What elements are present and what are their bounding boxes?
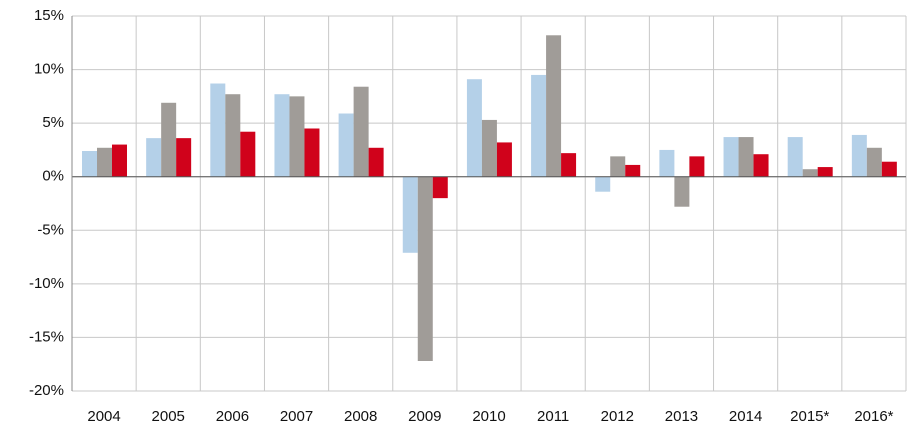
bar [723,137,739,177]
x-tick-label: 2015* [790,408,829,425]
x-tick-label: 2011 [537,408,569,425]
bar [802,169,818,177]
bar [881,161,897,177]
bar [466,79,482,177]
bar [866,147,882,177]
y-tick-label: -10% [29,275,64,292]
bar [496,142,512,177]
x-tick-label: 2008 [344,408,377,425]
bar [851,134,867,177]
bar [546,35,562,177]
x-tick-label: 2007 [280,408,313,425]
bar [417,176,433,361]
y-tick-label: 0% [42,168,64,185]
bar [689,156,705,177]
x-tick-label: 2014 [729,408,762,425]
bar [161,102,177,177]
bar [531,74,547,177]
bar [274,94,290,177]
x-tick-label: 2013 [665,408,698,425]
bar [625,164,641,177]
bar [304,128,320,177]
bar [210,83,226,177]
bar [176,138,192,177]
bar [82,151,97,177]
x-tick-label: 2009 [408,408,441,425]
bar [225,94,241,177]
bar [97,147,112,177]
y-tick-label: 15% [34,7,64,24]
bar [481,119,497,177]
bar [753,154,769,177]
bar [787,137,803,177]
bar [402,176,418,253]
y-tick-label: -15% [29,328,64,345]
bar [289,96,305,177]
y-tick-label: -20% [29,382,64,399]
bar [659,149,675,177]
bar [353,86,369,177]
x-tick-label: 2006 [216,408,249,425]
bar [432,176,448,199]
bar [561,153,577,177]
bar [817,167,833,177]
y-tick-label: 10% [34,61,64,78]
x-tick-label: 2010 [472,408,505,425]
x-tick-label: 2016* [854,408,893,425]
bar [610,156,626,177]
bar [112,144,127,177]
bar [146,138,162,177]
bar [738,137,754,177]
y-tick-label: 5% [42,114,64,131]
bar [595,176,611,192]
bar [674,176,690,207]
x-tick-label: 2012 [601,408,634,425]
bar [240,131,256,177]
x-tick-label: 2004 [87,408,120,425]
y-tick-label: -5% [37,221,64,238]
bar [368,147,384,177]
x-tick-label: 2005 [152,408,185,425]
bar [338,113,354,177]
